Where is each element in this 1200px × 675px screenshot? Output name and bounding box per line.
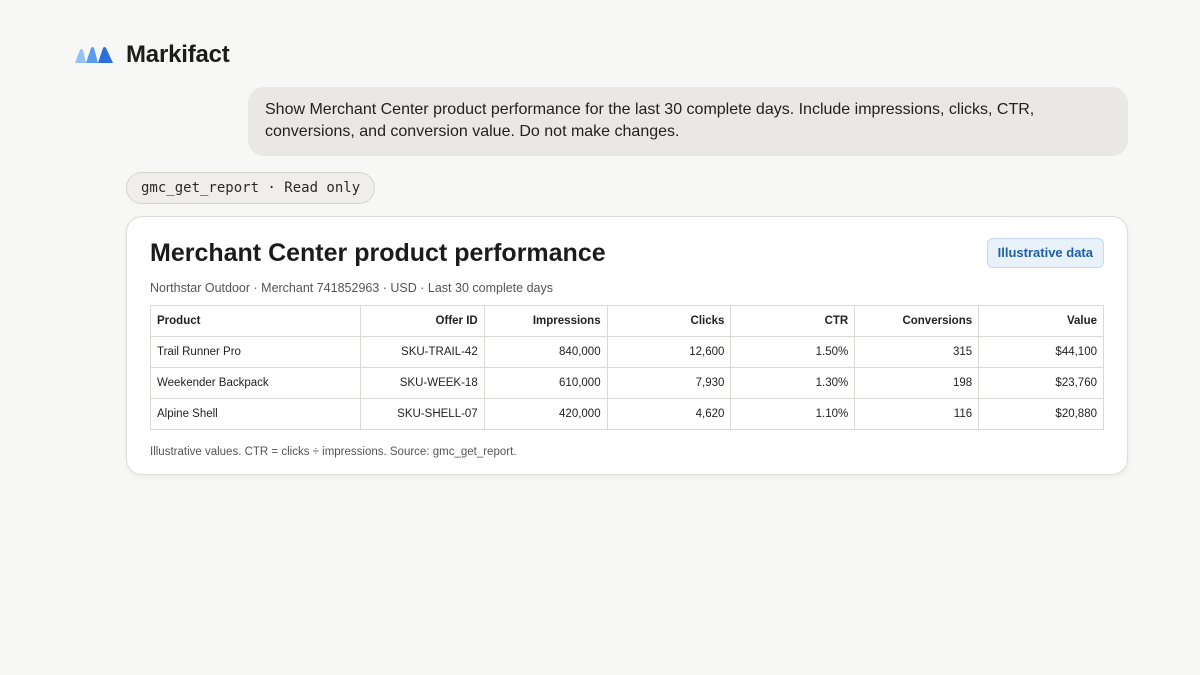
column-header-impressions: Impressions <box>483 305 608 337</box>
column-header-offer-id: Offer ID <box>359 305 485 337</box>
cell-impressions: 610,000 <box>483 367 608 399</box>
column-header-ctr: CTR <box>730 305 856 337</box>
cell-product: Weekender Backpack <box>150 367 361 399</box>
brand-header: Markifact <box>72 41 230 69</box>
cell-clicks: 4,620 <box>606 398 732 430</box>
brand-name: Markifact <box>126 41 230 68</box>
cell-clicks: 12,600 <box>606 336 732 368</box>
report-table: Product Offer ID Impressions Clicks CTR … <box>150 305 1104 430</box>
column-header-conversions: Conversions <box>854 305 980 337</box>
cell-impressions: 840,000 <box>483 336 608 368</box>
cell-ctr: 1.10% <box>730 398 856 430</box>
table-row: Weekender Backpack SKU-WEEK-18 610,000 7… <box>150 367 1104 399</box>
report-title: Merchant Center product performance <box>150 239 606 267</box>
table-row: Trail Runner Pro SKU-TRAIL-42 840,000 12… <box>150 336 1104 368</box>
cell-product: Alpine Shell <box>150 398 361 430</box>
cell-product: Trail Runner Pro <box>150 336 361 368</box>
table-header-row: Product Offer ID Impressions Clicks CTR … <box>150 305 1104 337</box>
column-header-product: Product <box>150 305 361 337</box>
report-footnote: Illustrative values. CTR = clicks ÷ impr… <box>150 446 517 458</box>
column-header-value: Value <box>978 305 1104 337</box>
cell-ctr: 1.30% <box>730 367 856 399</box>
cell-conversions: 315 <box>854 336 980 368</box>
markifact-logo-icon <box>75 47 113 63</box>
cell-value: $44,100 <box>978 336 1104 368</box>
cell-value: $20,880 <box>978 398 1104 430</box>
report-subtitle: Northstar Outdoor · Merchant 741852963 ·… <box>150 281 553 295</box>
cell-offer-id: SKU-WEEK-18 <box>359 367 485 399</box>
cell-conversions: 116 <box>854 398 980 430</box>
cell-value: $23,760 <box>978 367 1104 399</box>
cell-impressions: 420,000 <box>483 398 608 430</box>
cell-offer-id: SKU-TRAIL-42 <box>359 336 485 368</box>
cell-ctr: 1.50% <box>730 336 856 368</box>
cell-offer-id: SKU-SHELL-07 <box>359 398 485 430</box>
cell-clicks: 7,930 <box>606 367 732 399</box>
column-header-clicks: Clicks <box>606 305 732 337</box>
report-card: Merchant Center product performance Illu… <box>126 216 1128 475</box>
user-message-bubble: Show Merchant Center product performance… <box>248 87 1128 156</box>
table-row: Alpine Shell SKU-SHELL-07 420,000 4,620 … <box>150 398 1104 430</box>
tool-call-chip[interactable]: gmc_get_report · Read only <box>126 172 376 204</box>
illustrative-data-badge: Illustrative data <box>986 238 1104 268</box>
cell-conversions: 198 <box>854 367 980 399</box>
